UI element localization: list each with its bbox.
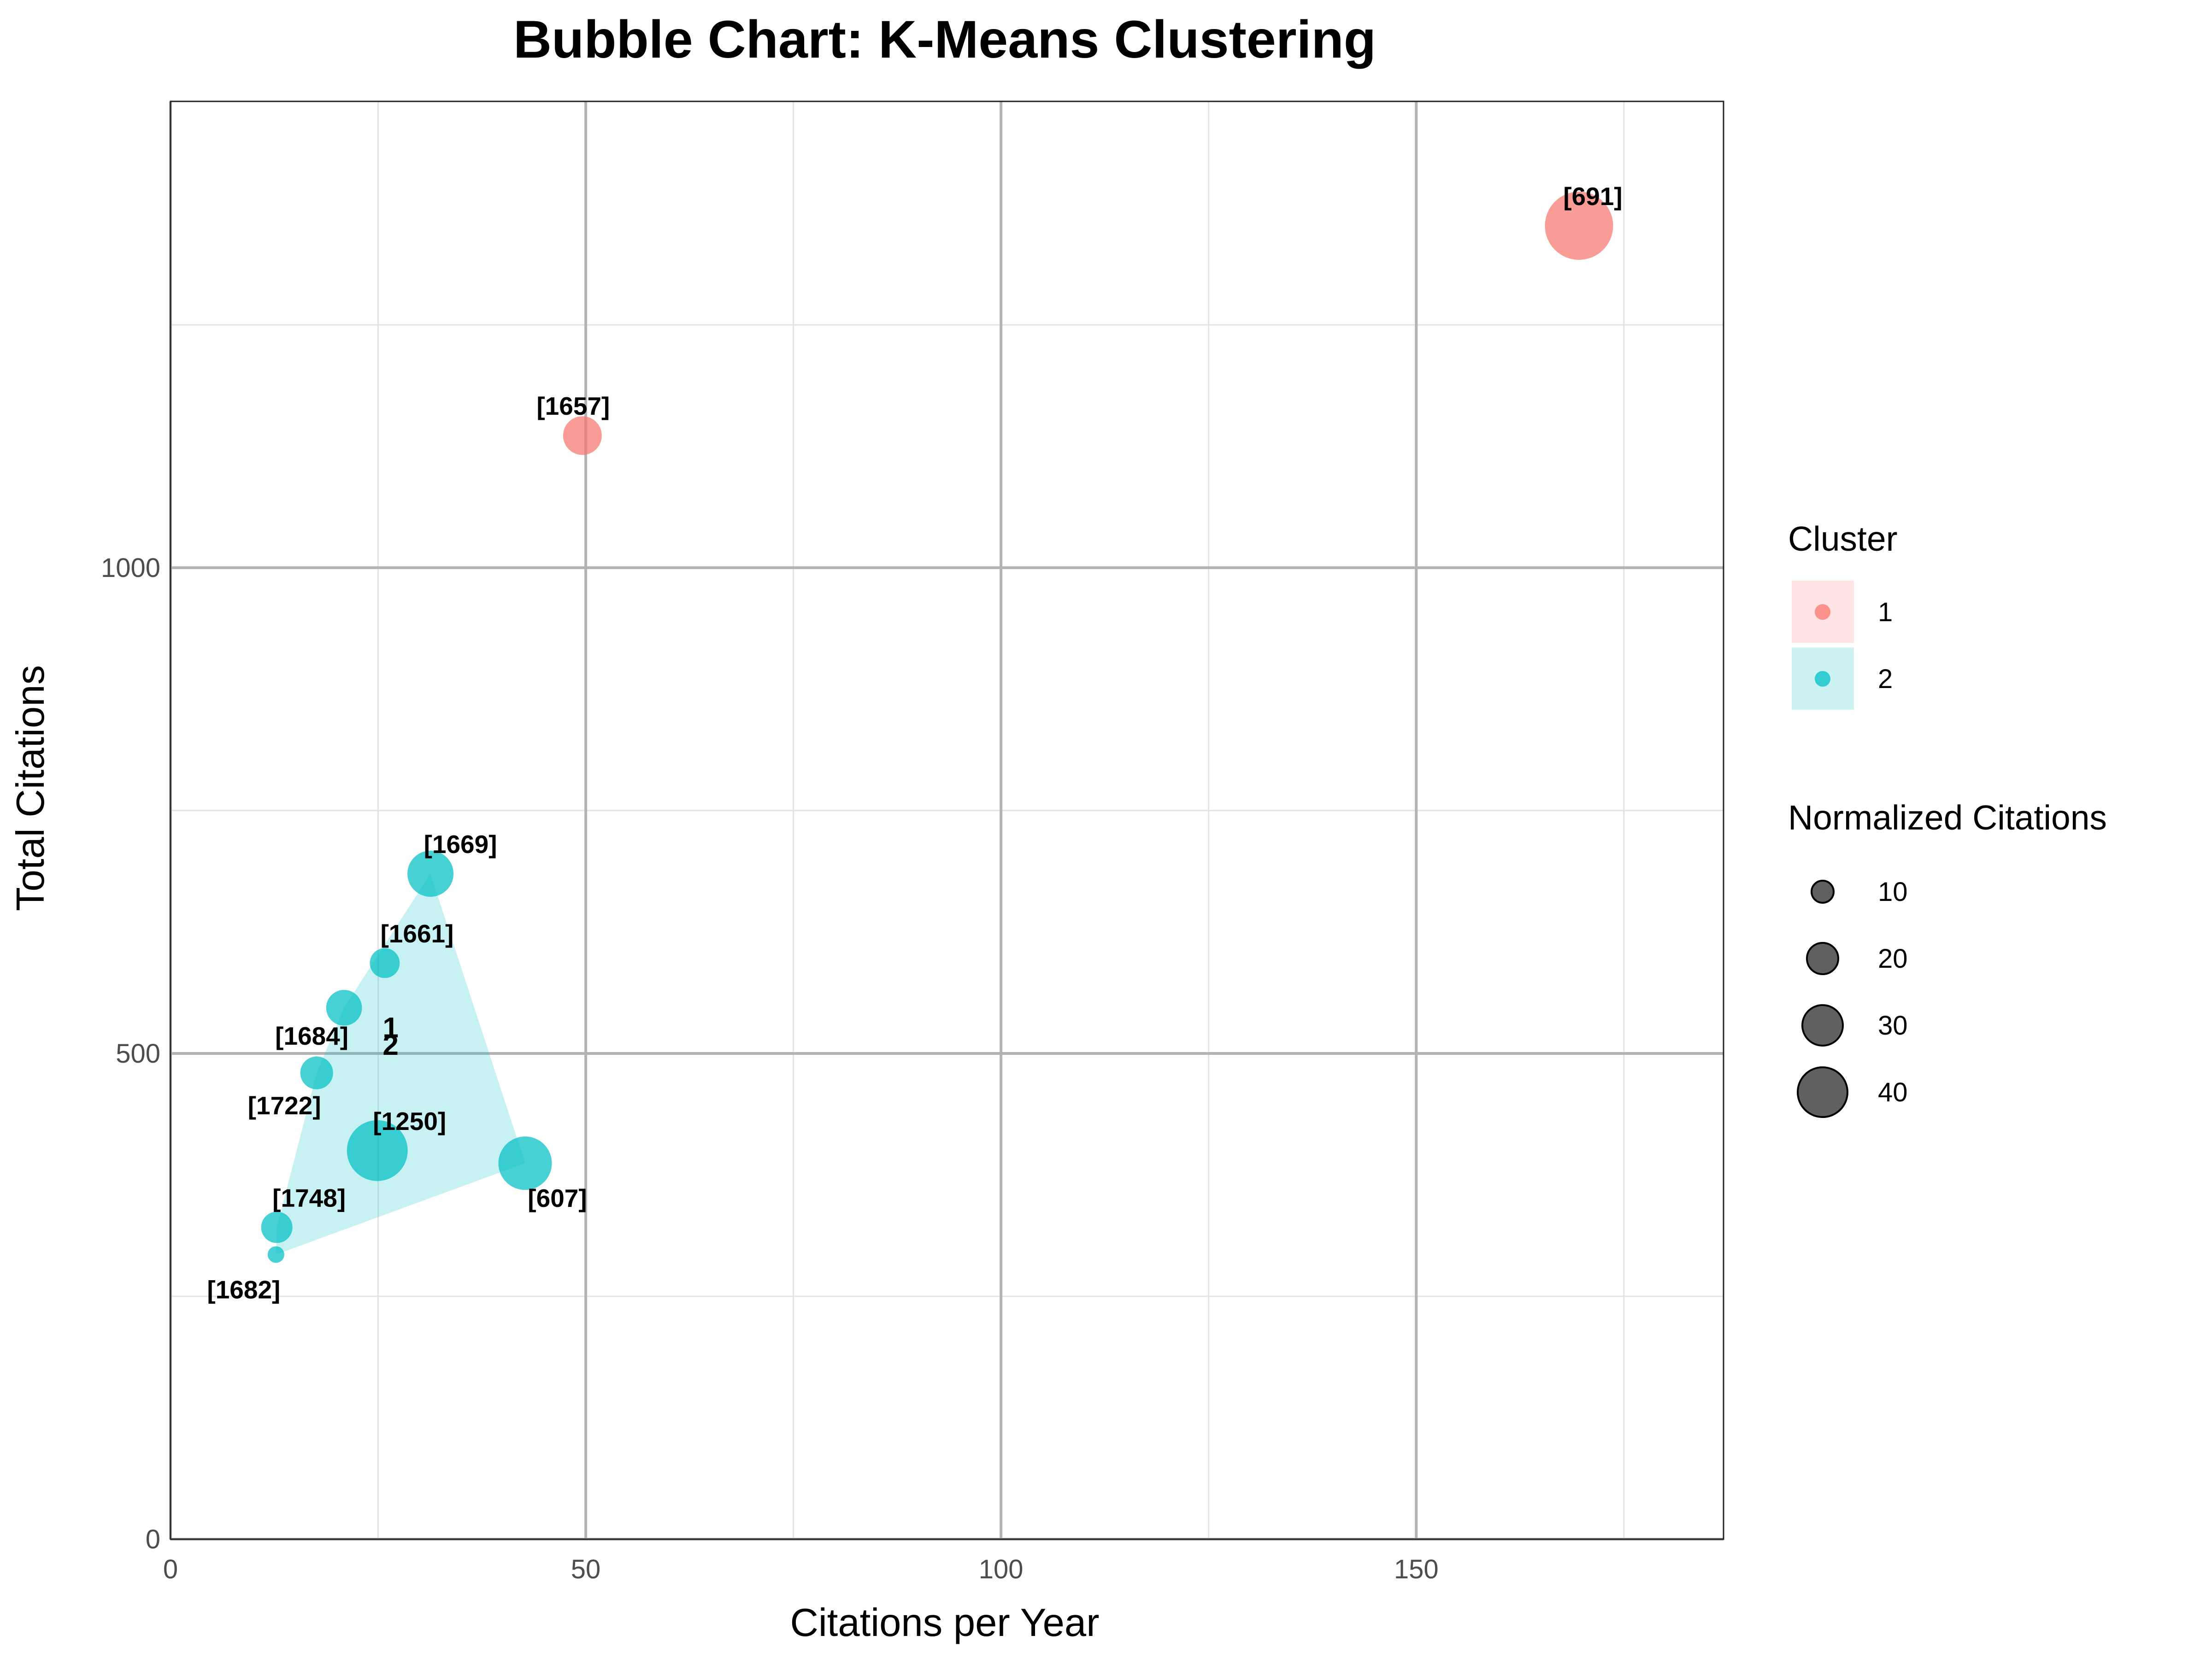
x-tick-label: 100 xyxy=(979,1554,1024,1584)
centroid-label: 2 xyxy=(382,1030,398,1061)
legend-size-entries: 10 20 30 40 xyxy=(1797,877,1908,1118)
legend-cluster-title: Cluster xyxy=(1788,519,1898,558)
legend-cluster-label: 2 xyxy=(1878,664,1893,694)
point-label: [1748] xyxy=(272,1183,346,1212)
legend-cluster-entries: 12 xyxy=(1792,581,1893,710)
centroid-label: 1 xyxy=(382,1012,398,1044)
x-axis-label: Citations per Year xyxy=(790,1601,1100,1645)
legend-size-label: 40 xyxy=(1878,1077,1908,1107)
point-label: [1722] xyxy=(248,1091,321,1120)
plot-panel-border xyxy=(170,100,1724,1540)
bubble-point xyxy=(498,1136,552,1190)
legend-size-key xyxy=(1811,880,1835,904)
point-label: [607] xyxy=(528,1184,587,1212)
bubble-point xyxy=(370,948,400,978)
bubble-point xyxy=(407,850,454,897)
legend-size-label: 10 xyxy=(1878,877,1908,907)
bubble-point xyxy=(261,1212,293,1243)
x-tick-label: 50 xyxy=(571,1554,601,1584)
legend-size-label: 30 xyxy=(1878,1011,1908,1041)
x-tick-label: 150 xyxy=(1394,1554,1439,1584)
y-tick-label: 1000 xyxy=(101,553,160,583)
legend-size-label: 20 xyxy=(1878,944,1908,974)
legend-size-title: Normalized Citations xyxy=(1788,798,2107,837)
y-tick-label: 500 xyxy=(116,1039,160,1069)
point-label: [1661] xyxy=(380,919,453,948)
bubble-point xyxy=(1545,191,1613,260)
legend-size-key xyxy=(1806,942,1839,975)
y-tick-label: 0 xyxy=(146,1524,160,1554)
grid-minor xyxy=(171,101,1724,1539)
point-label: [1682] xyxy=(207,1275,280,1304)
bubble-point xyxy=(300,1056,333,1089)
cluster-hulls xyxy=(276,873,525,1255)
x-tick-labels: 0 50 100 150 xyxy=(163,1554,1439,1584)
point-label: [1684] xyxy=(275,1022,348,1050)
legend-size-key xyxy=(1801,1004,1844,1047)
centroid-labels: 12 xyxy=(382,1012,398,1061)
y-tick-labels: 0 500 1000 xyxy=(101,553,160,1554)
y-axis-label: Total Citations xyxy=(9,665,53,911)
chart-title: Bubble Chart: K-Means Clustering xyxy=(513,10,1376,69)
point-label: [1657] xyxy=(536,392,610,420)
cluster-2-hull xyxy=(276,873,525,1255)
legend-cluster-dot xyxy=(1815,604,1830,620)
data-points xyxy=(261,191,1613,1263)
bubble-point xyxy=(347,1120,408,1181)
legend-size-key xyxy=(1797,1066,1848,1118)
point-label: [1669] xyxy=(424,830,497,859)
x-tick-label: 0 xyxy=(163,1554,178,1584)
legend-cluster-dot xyxy=(1815,671,1830,687)
bubble-point xyxy=(326,990,362,1026)
grid-major xyxy=(169,101,1724,1541)
point-label: [1250] xyxy=(373,1107,446,1135)
point-label: [691] xyxy=(1563,182,1622,211)
bubble-point xyxy=(563,416,602,455)
point-labels: [691] [1657] [1669] [1661] [1684] [1722] [1250… xyxy=(207,182,1622,1304)
bubble-point xyxy=(267,1246,284,1263)
legend-cluster-label: 1 xyxy=(1878,597,1893,627)
